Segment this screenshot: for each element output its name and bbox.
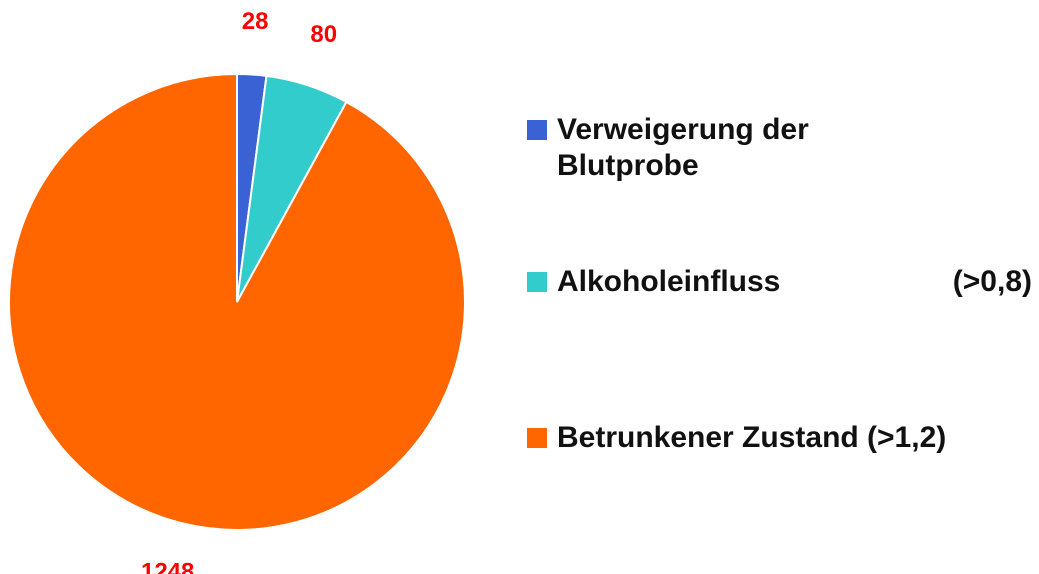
value-label: 80 [310, 21, 337, 48]
pie-slice [8, 72, 466, 531]
legend-swatch [527, 272, 547, 292]
legend-item: Alkoholeinfluss (>0,8) [527, 264, 1032, 300]
value-label: 1248 [141, 559, 194, 574]
legend-swatch [527, 120, 547, 140]
legend-swatch [527, 428, 547, 448]
legend-label: Betrunkener Zustand (>1,2) [557, 421, 947, 454]
value-label: 28 [242, 8, 269, 35]
legend-item: Verweigerung der Blutprobe [527, 112, 907, 184]
legend-item: Betrunkener Zustand (>1,2) [527, 420, 1037, 456]
legend-label: Verweigerung der Blutprobe [557, 113, 818, 182]
legend-label: Alkoholeinfluss (>0,8) [557, 265, 1032, 298]
